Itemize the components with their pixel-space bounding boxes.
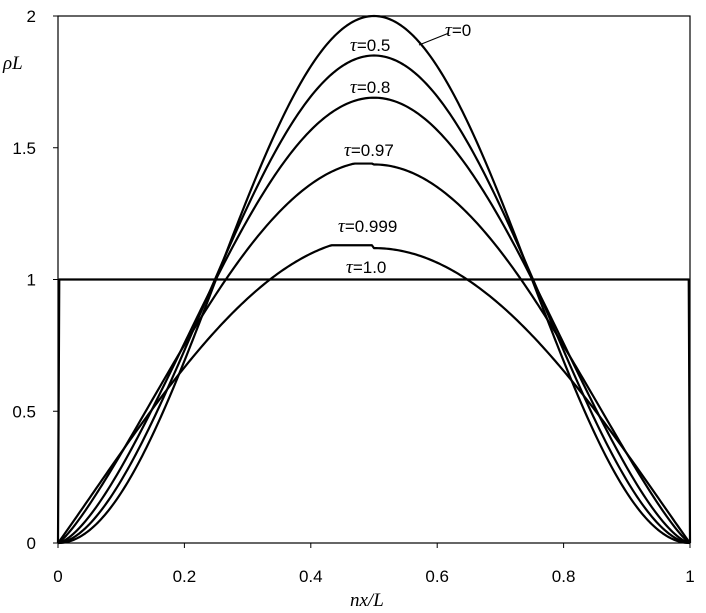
curves [56, 14, 692, 545]
x-axis-ticks: 0 0.2 0.4 0.6 0.8 1 [53, 543, 695, 586]
y-axis-ticks: 0 0.5 1 1.5 2 [12, 7, 58, 553]
curve-label: τ=0.97 [344, 140, 394, 161]
curve-label: τ=0.8 [350, 77, 390, 98]
y-tick-label: 0.5 [12, 402, 36, 421]
y-tick-label: 0 [27, 534, 36, 553]
curve-label: τ=0 [445, 20, 471, 41]
curve-line [57, 54, 691, 545]
curve-line [56, 278, 692, 544]
curve-labels: τ=0 τ=0.5 τ=0.8 τ=0.97 τ=0.999 τ=1.0 [338, 20, 471, 278]
x-tick-label: 0.2 [173, 567, 197, 586]
y-axis-label: ρL [2, 53, 23, 74]
curve-line [57, 14, 691, 545]
y-tick-label: 1 [27, 271, 36, 290]
x-tick-label: 1 [685, 567, 694, 586]
y-tick-label: 2 [27, 7, 36, 26]
curve-line [57, 244, 691, 544]
y-tick-label: 1.5 [12, 139, 36, 158]
curve-line [57, 162, 691, 544]
curve-line [57, 96, 691, 545]
x-axis-label: nx/L [350, 590, 384, 611]
x-tick-label: 0.4 [299, 567, 323, 586]
x-tick-label: 0.8 [552, 567, 576, 586]
x-tick-label: 0 [53, 567, 62, 586]
curve-label: τ=0.5 [350, 35, 390, 56]
tau-0-leader-line [418, 32, 450, 46]
curve-label: τ=1.0 [346, 257, 386, 278]
curve-label: τ=0.999 [338, 216, 397, 237]
x-tick-label: 0.6 [425, 567, 449, 586]
